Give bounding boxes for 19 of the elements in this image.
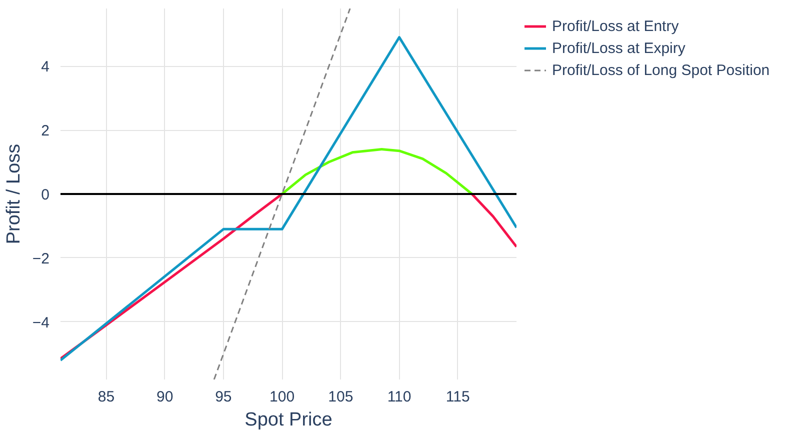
line-series — [280, 148, 474, 196]
x-tick-label: 105 — [328, 388, 354, 406]
legend-label: Profit/Loss at Expiry — [552, 40, 686, 56]
line-series — [60, 36, 516, 362]
legend-label: Profit/Loss at Entry — [552, 18, 679, 34]
y-tick-label: −2 — [32, 250, 50, 268]
x-tick-label: 115 — [446, 388, 470, 406]
x-axis-title: Spot Price — [244, 410, 332, 430]
x-tick-label: 95 — [215, 388, 232, 406]
y-tick-label: −4 — [32, 314, 50, 332]
legend-label: Profit/Loss of Long Spot Position — [552, 62, 770, 78]
x-tick-label: 110 — [387, 388, 412, 406]
x-tick-label: 85 — [98, 388, 115, 406]
x-tick-label: 90 — [156, 388, 174, 406]
y-tick-label: 2 — [41, 122, 50, 140]
x-tick-label: 100 — [270, 388, 295, 406]
y-axis-title: Profit / Loss — [3, 144, 24, 244]
y-tick-label: 4 — [41, 58, 50, 76]
y-tick-label: 0 — [41, 186, 50, 204]
